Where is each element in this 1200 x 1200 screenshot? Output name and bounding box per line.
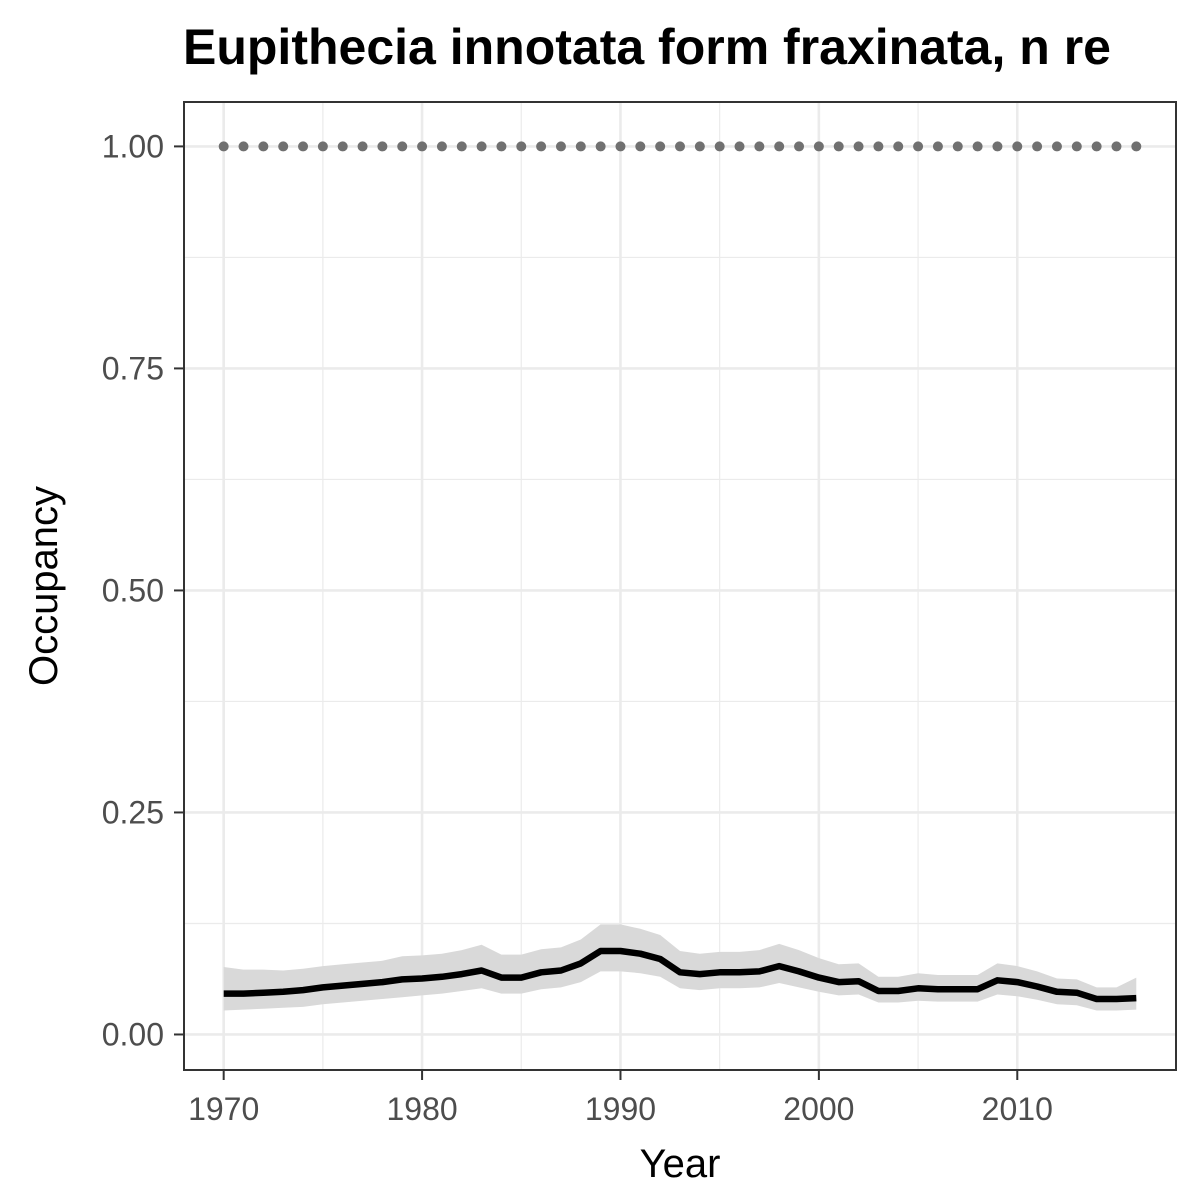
reference-dot xyxy=(913,141,924,152)
reference-dot xyxy=(1131,141,1142,152)
reference-dot xyxy=(1051,141,1062,152)
reference-dot xyxy=(853,141,864,152)
reference-dots xyxy=(218,141,1142,152)
x-tick-label: 1990 xyxy=(585,1091,656,1127)
reference-dot xyxy=(714,141,725,152)
reference-dot xyxy=(317,141,328,152)
reference-dot xyxy=(932,141,943,152)
occupancy-line-layer xyxy=(223,947,1137,1003)
x-axis: 1970 1980 1990 2000 2010 xyxy=(188,1070,1053,1127)
reference-dot xyxy=(436,141,447,152)
reference-dot xyxy=(1091,141,1102,152)
reference-dot xyxy=(675,141,685,152)
x-tick-label: 1980 xyxy=(386,1091,457,1127)
reference-dot xyxy=(476,141,487,152)
reference-dot xyxy=(1012,141,1023,152)
x-axis-label: Year xyxy=(640,1142,721,1186)
reference-dot xyxy=(754,141,765,152)
reference-dot xyxy=(655,141,666,152)
y-tick-label: 1.00 xyxy=(102,128,164,164)
reference-dot xyxy=(258,141,269,152)
reference-dot xyxy=(992,141,1003,152)
reference-dot xyxy=(595,141,606,152)
reference-dot xyxy=(635,141,646,152)
reference-dot xyxy=(377,141,388,152)
reference-dot xyxy=(833,141,844,152)
reference-dot xyxy=(1032,141,1043,152)
reference-dot xyxy=(337,141,348,152)
reference-dot xyxy=(575,141,586,152)
reference-dot xyxy=(873,141,884,152)
y-tick-label: 0.25 xyxy=(102,794,164,830)
reference-dot xyxy=(555,141,566,152)
chart-title: Eupithecia innotata form fraxinata, n re xyxy=(183,19,1111,75)
grid-lines xyxy=(184,102,1176,1070)
x-tick-label: 2010 xyxy=(982,1091,1053,1127)
reference-dot xyxy=(456,141,467,152)
reference-dot xyxy=(357,141,368,152)
y-axis: 0.00 0.25 0.50 0.75 1.00 xyxy=(102,128,184,1052)
reference-dot xyxy=(615,141,626,152)
reference-dot xyxy=(496,141,507,152)
reference-dot xyxy=(952,141,963,152)
reference-dot xyxy=(734,141,745,152)
reference-dot xyxy=(1071,141,1082,152)
reference-dot xyxy=(972,141,983,152)
reference-dot xyxy=(794,141,805,152)
reference-dot xyxy=(397,141,408,152)
y-tick-label: 0.00 xyxy=(102,1016,164,1052)
y-axis-label: Occupancy xyxy=(22,486,66,686)
reference-dot xyxy=(298,141,309,152)
x-tick-label: 1970 xyxy=(188,1091,259,1127)
reference-dot xyxy=(218,141,229,152)
reference-dot xyxy=(536,141,547,152)
reference-dot xyxy=(1111,141,1122,152)
x-tick-label: 2000 xyxy=(783,1091,854,1127)
y-tick-label: 0.50 xyxy=(102,572,164,608)
occupancy-line xyxy=(223,947,1137,1003)
reference-dot xyxy=(278,141,289,152)
reference-dot xyxy=(238,141,249,152)
panel-border xyxy=(183,101,1177,1071)
reference-dot xyxy=(813,141,824,152)
reference-dot xyxy=(893,141,904,152)
reference-dot xyxy=(417,141,428,152)
reference-dot xyxy=(516,141,527,152)
y-tick-label: 0.75 xyxy=(102,350,164,386)
reference-dot xyxy=(774,141,785,152)
confidence-ribbon xyxy=(223,924,1137,1011)
reference-dot xyxy=(694,141,705,152)
confidence-ribbon-layer xyxy=(223,924,1137,1011)
